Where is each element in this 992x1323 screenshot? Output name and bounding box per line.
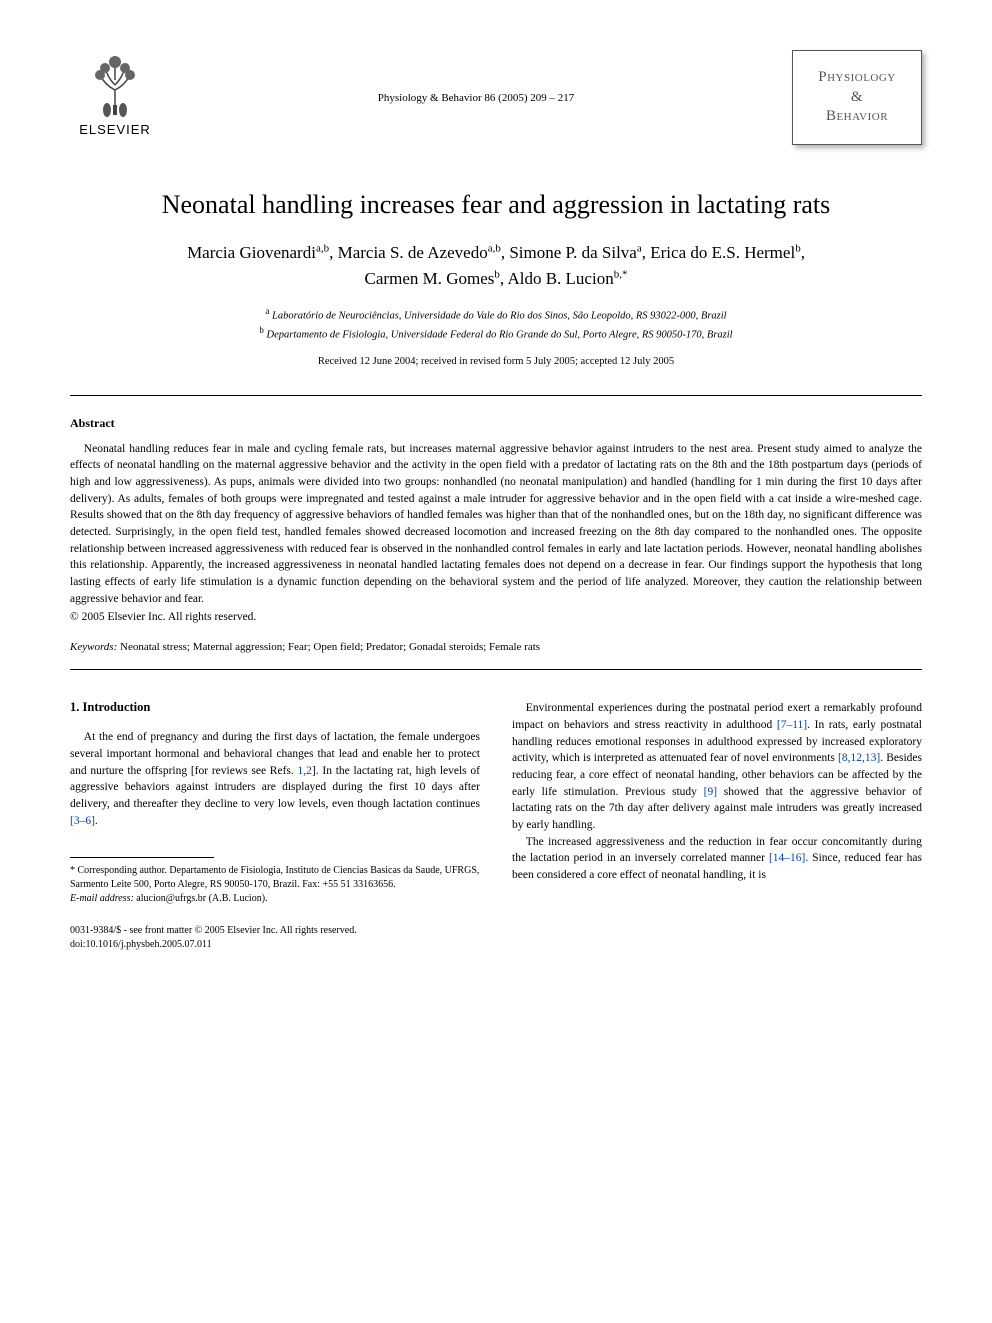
- column-left: 1. Introduction At the end of pregnancy …: [70, 700, 480, 952]
- copyright: © 2005 Elsevier Inc. All rights reserved…: [70, 611, 922, 623]
- journal-logo-line: Physiology: [818, 68, 896, 88]
- affiliation: Departamento de Fisiologia, Universidade…: [267, 330, 733, 341]
- affil-sup: a,b: [488, 242, 501, 254]
- ref-link[interactable]: [3–6]: [70, 815, 95, 827]
- keywords-text: Neonatal stress; Maternal aggression; Fe…: [117, 641, 540, 653]
- journal-logo-line: &: [851, 88, 863, 108]
- author: Carmen M. Gomes: [365, 269, 495, 288]
- author: , Aldo B. Lucion: [500, 269, 614, 288]
- journal-reference: Physiology & Behavior 86 (2005) 209 – 21…: [160, 92, 792, 104]
- article-title: Neonatal handling increases fear and agg…: [70, 190, 922, 220]
- column-right: Environmental experiences during the pos…: [512, 700, 922, 952]
- ref-link[interactable]: [14–16]: [769, 852, 805, 864]
- affil-sup: a,b: [316, 242, 329, 254]
- body-columns: 1. Introduction At the end of pregnancy …: [70, 700, 922, 952]
- body-paragraph: At the end of pregnancy and during the f…: [70, 729, 480, 829]
- journal-logo-line: Behavior: [826, 107, 888, 127]
- footer-line: 0031-9384/$ - see front matter © 2005 El…: [70, 924, 480, 938]
- email-label: E-mail address:: [70, 893, 134, 904]
- affiliation: Laboratório de Neurociências, Universida…: [272, 311, 727, 322]
- author: , Erica do E.S. Hermel: [642, 243, 795, 262]
- keywords: Keywords: Neonatal stress; Maternal aggr…: [70, 641, 922, 653]
- ref-link[interactable]: [9]: [704, 786, 717, 798]
- keywords-label: Keywords:: [70, 641, 117, 653]
- header: ELSEVIER Physiology & Behavior 86 (2005)…: [70, 50, 922, 145]
- ref-link[interactable]: [7–11]: [777, 719, 807, 731]
- ref-link[interactable]: 1,2: [298, 765, 312, 777]
- divider: [70, 395, 922, 396]
- affiliations: a Laboratório de Neurociências, Universi…: [70, 305, 922, 344]
- author: Marcia Giovenardi: [187, 243, 316, 262]
- journal-logo: Physiology & Behavior: [792, 50, 922, 145]
- footnote-text: * Corresponding author. Departamento de …: [70, 864, 480, 892]
- article-dates: Received 12 June 2004; received in revis…: [70, 356, 922, 367]
- abstract-section: Abstract Neonatal handling reduces fear …: [70, 416, 922, 624]
- divider: [70, 669, 922, 670]
- abstract-text: Neonatal handling reduces fear in male a…: [70, 441, 922, 608]
- footer-line: doi:10.1016/j.physbeh.2005.07.011: [70, 938, 480, 952]
- body-paragraph: The increased aggressiveness and the red…: [512, 834, 922, 884]
- body-paragraph: Environmental experiences during the pos…: [512, 700, 922, 833]
- affil-sup: b,*: [614, 268, 628, 280]
- elsevier-tree-icon: [80, 50, 150, 120]
- section-heading: 1. Introduction: [70, 700, 480, 715]
- footnote-divider: [70, 857, 214, 858]
- ref-link[interactable]: [8,12,13]: [838, 752, 880, 764]
- abstract-heading: Abstract: [70, 416, 922, 431]
- authors: Marcia Giovenardia,b, Marcia S. de Azeve…: [70, 240, 922, 291]
- publisher-logo: ELSEVIER: [70, 50, 160, 137]
- publisher-name: ELSEVIER: [79, 122, 151, 137]
- email-address: alucion@ufrgs.br (A.B. Lucion).: [134, 893, 268, 904]
- author: , Marcia S. de Azevedo: [329, 243, 488, 262]
- author: , Simone P. da Silva: [501, 243, 637, 262]
- page-footer: 0031-9384/$ - see front matter © 2005 El…: [70, 924, 480, 952]
- corresponding-author-footnote: * Corresponding author. Departamento de …: [70, 864, 480, 906]
